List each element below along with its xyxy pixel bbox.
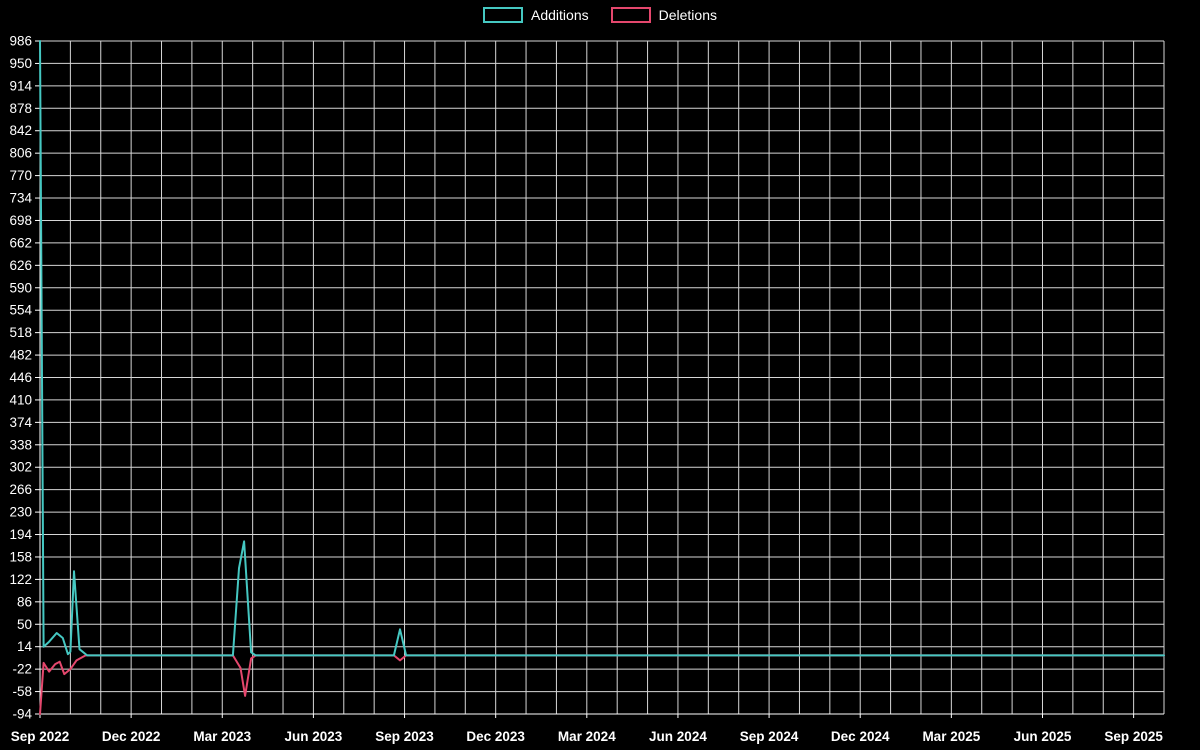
y-tick-label: 230 <box>9 505 32 520</box>
y-tick-label: 194 <box>9 527 32 542</box>
x-tick-label: Mar 2025 <box>922 729 980 744</box>
y-tick-label: 518 <box>9 325 32 340</box>
x-tick-label: Sep 2022 <box>11 729 70 744</box>
x-tick-label: Sep 2024 <box>740 729 799 744</box>
y-tick-label: 50 <box>17 617 32 632</box>
y-tick-label: 482 <box>9 348 32 363</box>
y-tick-label: -58 <box>12 684 32 699</box>
y-tick-label: -22 <box>12 662 32 677</box>
y-tick-label: 986 <box>9 34 32 49</box>
y-tick-label: 14 <box>17 639 33 654</box>
legend-item-additions: Additions <box>483 7 589 23</box>
y-tick-label: 266 <box>9 482 32 497</box>
legend-item-deletions: Deletions <box>610 7 717 23</box>
x-tick-label: Jun 2025 <box>1014 729 1072 744</box>
x-tick-label: Sep 2025 <box>1104 729 1163 744</box>
x-tick-label: Dec 2023 <box>466 729 525 744</box>
y-tick-label: 662 <box>9 235 32 250</box>
y-tick-label: 878 <box>9 101 32 116</box>
grid-lines <box>39 40 1165 715</box>
legend-label-deletions: Deletions <box>658 7 717 23</box>
y-tick-labels: 986 950 914 878 842 806 770 734 698 662 626 590 554 5… <box>9 34 40 722</box>
x-tick-label: Dec 2024 <box>831 729 890 744</box>
x-tick-label: Sep 2023 <box>375 729 434 744</box>
chart-legend: Additions Deletions <box>0 7 1200 23</box>
y-tick-label: 410 <box>9 392 32 407</box>
y-tick-label: 374 <box>9 415 32 430</box>
deletions-swatch-icon <box>610 7 651 23</box>
y-tick-label: 770 <box>9 168 32 183</box>
y-tick-label: 734 <box>9 191 32 206</box>
y-tick-label: 590 <box>9 280 32 295</box>
additions-swatch-icon <box>483 7 524 23</box>
y-tick-label: 626 <box>9 258 32 273</box>
y-tick-label: -94 <box>12 707 32 722</box>
y-tick-label: 122 <box>9 572 32 587</box>
y-tick-label: 842 <box>9 123 32 138</box>
x-tick-label: Jun 2024 <box>649 729 707 744</box>
y-tick-label: 698 <box>9 213 32 228</box>
y-tick-label: 158 <box>9 549 32 564</box>
x-tick-label: Mar 2024 <box>558 729 616 744</box>
x-tick-label: Jun 2023 <box>285 729 343 744</box>
y-tick-label: 914 <box>9 78 32 93</box>
series-lines <box>39 40 1165 715</box>
x-tick-label: Dec 2022 <box>102 729 161 744</box>
additions-line <box>39 40 1165 657</box>
y-tick-label: 86 <box>17 594 32 609</box>
y-tick-label: 806 <box>9 146 32 161</box>
y-tick-label: 950 <box>9 56 32 71</box>
y-tick-label: 554 <box>9 303 32 318</box>
y-tick-label: 446 <box>9 370 32 385</box>
x-tick-label: Mar 2023 <box>193 729 251 744</box>
y-tick-label: 338 <box>9 437 32 452</box>
legend-label-additions: Additions <box>531 7 589 23</box>
y-tick-label: 302 <box>9 460 32 475</box>
x-tick-labels: Sep 2022 Dec 2022 Mar 2023 Jun 2023 Sep 2023… <box>11 714 1163 744</box>
